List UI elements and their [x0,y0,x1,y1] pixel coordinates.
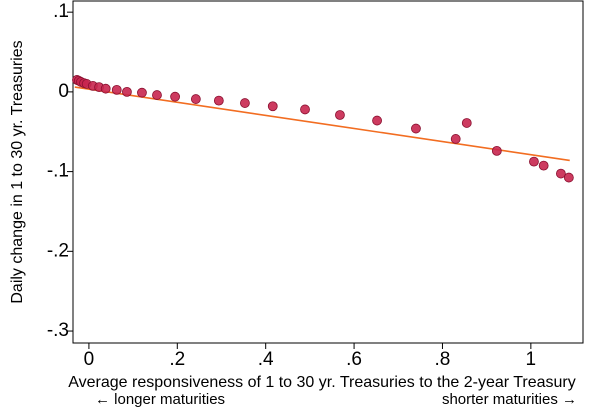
y-tick-label: -.1 [47,161,69,182]
point [213,95,224,106]
point [137,87,147,98]
x-axis-label: Average responsiveness of 1 to 30 yr. Tr… [68,374,576,391]
point [335,110,345,120]
y-tick-label: -.3 [47,320,69,341]
x-tick-label: 0 [84,349,95,370]
point [190,94,201,104]
y-tick-label: -.2 [47,240,69,261]
plot-frame [72,0,584,344]
x-tick-label: .6 [346,349,362,370]
x-tick-label: 1 [526,349,537,370]
point [491,145,502,156]
point [450,134,461,144]
point [240,98,250,108]
point [563,172,574,183]
point [538,160,549,171]
point [267,101,278,112]
point [170,91,180,102]
point [300,104,310,115]
point [111,84,122,95]
point [152,90,162,100]
y-tick-label: .1 [53,1,69,22]
point [122,86,132,97]
annotation: shorter maturities → [442,391,577,408]
x-tick-label: .2 [169,349,185,370]
point [411,123,421,134]
point [461,118,472,128]
y-tick-label: 0 [58,81,69,102]
point [529,156,539,167]
x-tick-label: .8 [435,349,451,370]
point [556,168,566,179]
x-tick-label: .4 [258,349,274,370]
point [100,83,111,94]
point [372,115,382,126]
annotation: ← longer maturities [95,391,225,408]
y-axis-label: Daily change in 1 to 30 yr. Treasuries [9,40,26,303]
